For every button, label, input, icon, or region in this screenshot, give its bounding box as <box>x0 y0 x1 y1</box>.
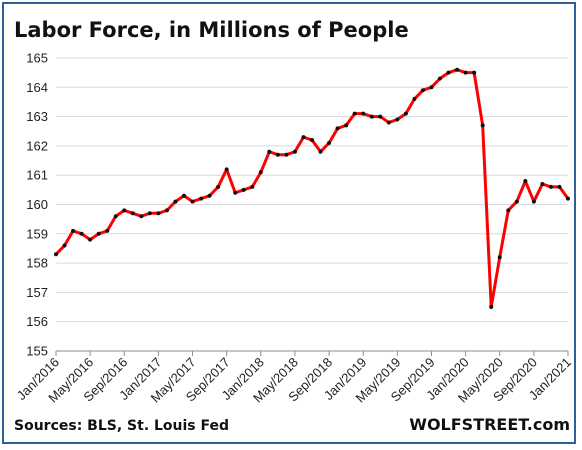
data-point <box>506 208 511 213</box>
y-tick-label: 162 <box>26 138 48 153</box>
data-point <box>420 88 425 93</box>
data-point <box>207 193 212 198</box>
data-point <box>489 305 494 310</box>
y-tick-label: 164 <box>26 80 48 95</box>
data-point <box>54 252 58 257</box>
y-tick-label: 161 <box>26 168 48 183</box>
data-point <box>497 255 502 260</box>
y-tick-label: 159 <box>26 226 48 241</box>
data-point <box>566 196 570 201</box>
data-point <box>523 179 528 184</box>
data-point <box>557 184 562 189</box>
y-tick-labels: 155 156 157 158 159 160 161 162 163 164 165 <box>26 51 48 359</box>
data-point <box>233 190 238 195</box>
data-point <box>250 184 255 189</box>
data-point <box>216 184 221 189</box>
data-point <box>531 199 536 204</box>
data-point <box>275 152 280 157</box>
data-point <box>540 181 545 186</box>
data-point <box>147 211 152 216</box>
data-point <box>122 208 127 213</box>
data-point <box>386 120 391 125</box>
data-point <box>369 114 374 119</box>
data-point <box>292 149 297 154</box>
y-tick-label: 160 <box>26 197 48 212</box>
y-tick-label: 156 <box>26 314 48 329</box>
chart-title: Labor Force, in Millions of People <box>14 18 409 42</box>
data-point <box>446 70 451 75</box>
data-point <box>199 196 204 201</box>
data-point <box>438 76 442 81</box>
data-point <box>463 70 468 75</box>
data-point <box>71 228 76 233</box>
data-point <box>480 123 485 128</box>
data-point <box>173 199 178 204</box>
data-point <box>113 214 118 219</box>
data-point <box>182 193 186 198</box>
data-point <box>139 214 144 219</box>
y-tick-label: 157 <box>26 285 48 300</box>
data-point <box>88 237 93 242</box>
data-point <box>429 85 434 90</box>
data-point <box>130 211 135 216</box>
data-point <box>156 211 161 216</box>
data-point <box>327 140 332 145</box>
data-point <box>79 231 84 236</box>
data-point <box>514 199 519 204</box>
data-point <box>190 199 195 204</box>
data-point <box>412 97 417 102</box>
data-point <box>403 111 408 116</box>
data-point <box>361 111 366 116</box>
y-tick-label: 165 <box>26 51 48 66</box>
data-point <box>472 70 477 75</box>
data-point <box>455 67 460 72</box>
series-line <box>54 68 570 309</box>
gridlines <box>56 57 568 352</box>
y-tick-label: 158 <box>26 256 48 271</box>
chart-frame <box>2 2 576 444</box>
data-point <box>352 111 357 116</box>
data-point <box>548 184 553 189</box>
y-tick-label: 155 <box>26 344 48 359</box>
data-point <box>258 170 263 175</box>
data-point <box>318 149 323 154</box>
brand-label: WOLFSTREET.com <box>409 415 570 434</box>
data-point <box>105 228 110 233</box>
data-point <box>267 149 272 154</box>
source-note: Sources: BLS, St. Louis Fed <box>14 418 230 434</box>
data-point <box>310 138 314 143</box>
series-line-path <box>54 68 570 309</box>
data-point <box>301 135 306 140</box>
y-tick-label: 163 <box>26 109 48 124</box>
data-point <box>62 243 67 248</box>
data-point <box>395 117 400 122</box>
x-axis <box>55 350 569 356</box>
data-point <box>335 126 340 131</box>
data-point <box>344 123 349 128</box>
data-point <box>378 114 383 119</box>
x-tick-labels: Jan/2016May/2016Sep/2016Jan/2017May/2017… <box>14 355 574 406</box>
data-point <box>241 187 246 192</box>
data-point <box>284 152 289 157</box>
data-point <box>224 167 229 172</box>
data-point <box>164 208 169 213</box>
data-point <box>96 231 101 236</box>
series-markers <box>54 67 570 310</box>
